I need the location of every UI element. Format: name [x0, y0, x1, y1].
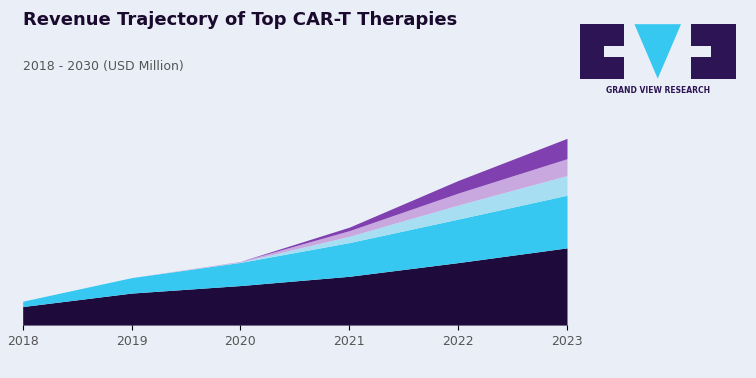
Polygon shape: [580, 24, 624, 79]
Polygon shape: [634, 24, 681, 79]
Text: Revenue Trajectory of Top CAR-T Therapies: Revenue Trajectory of Top CAR-T Therapie…: [23, 11, 457, 29]
Text: 2018 - 2030 (USD Million): 2018 - 2030 (USD Million): [23, 60, 184, 73]
Polygon shape: [691, 24, 736, 79]
Text: GRAND VIEW RESEARCH: GRAND VIEW RESEARCH: [606, 86, 710, 95]
